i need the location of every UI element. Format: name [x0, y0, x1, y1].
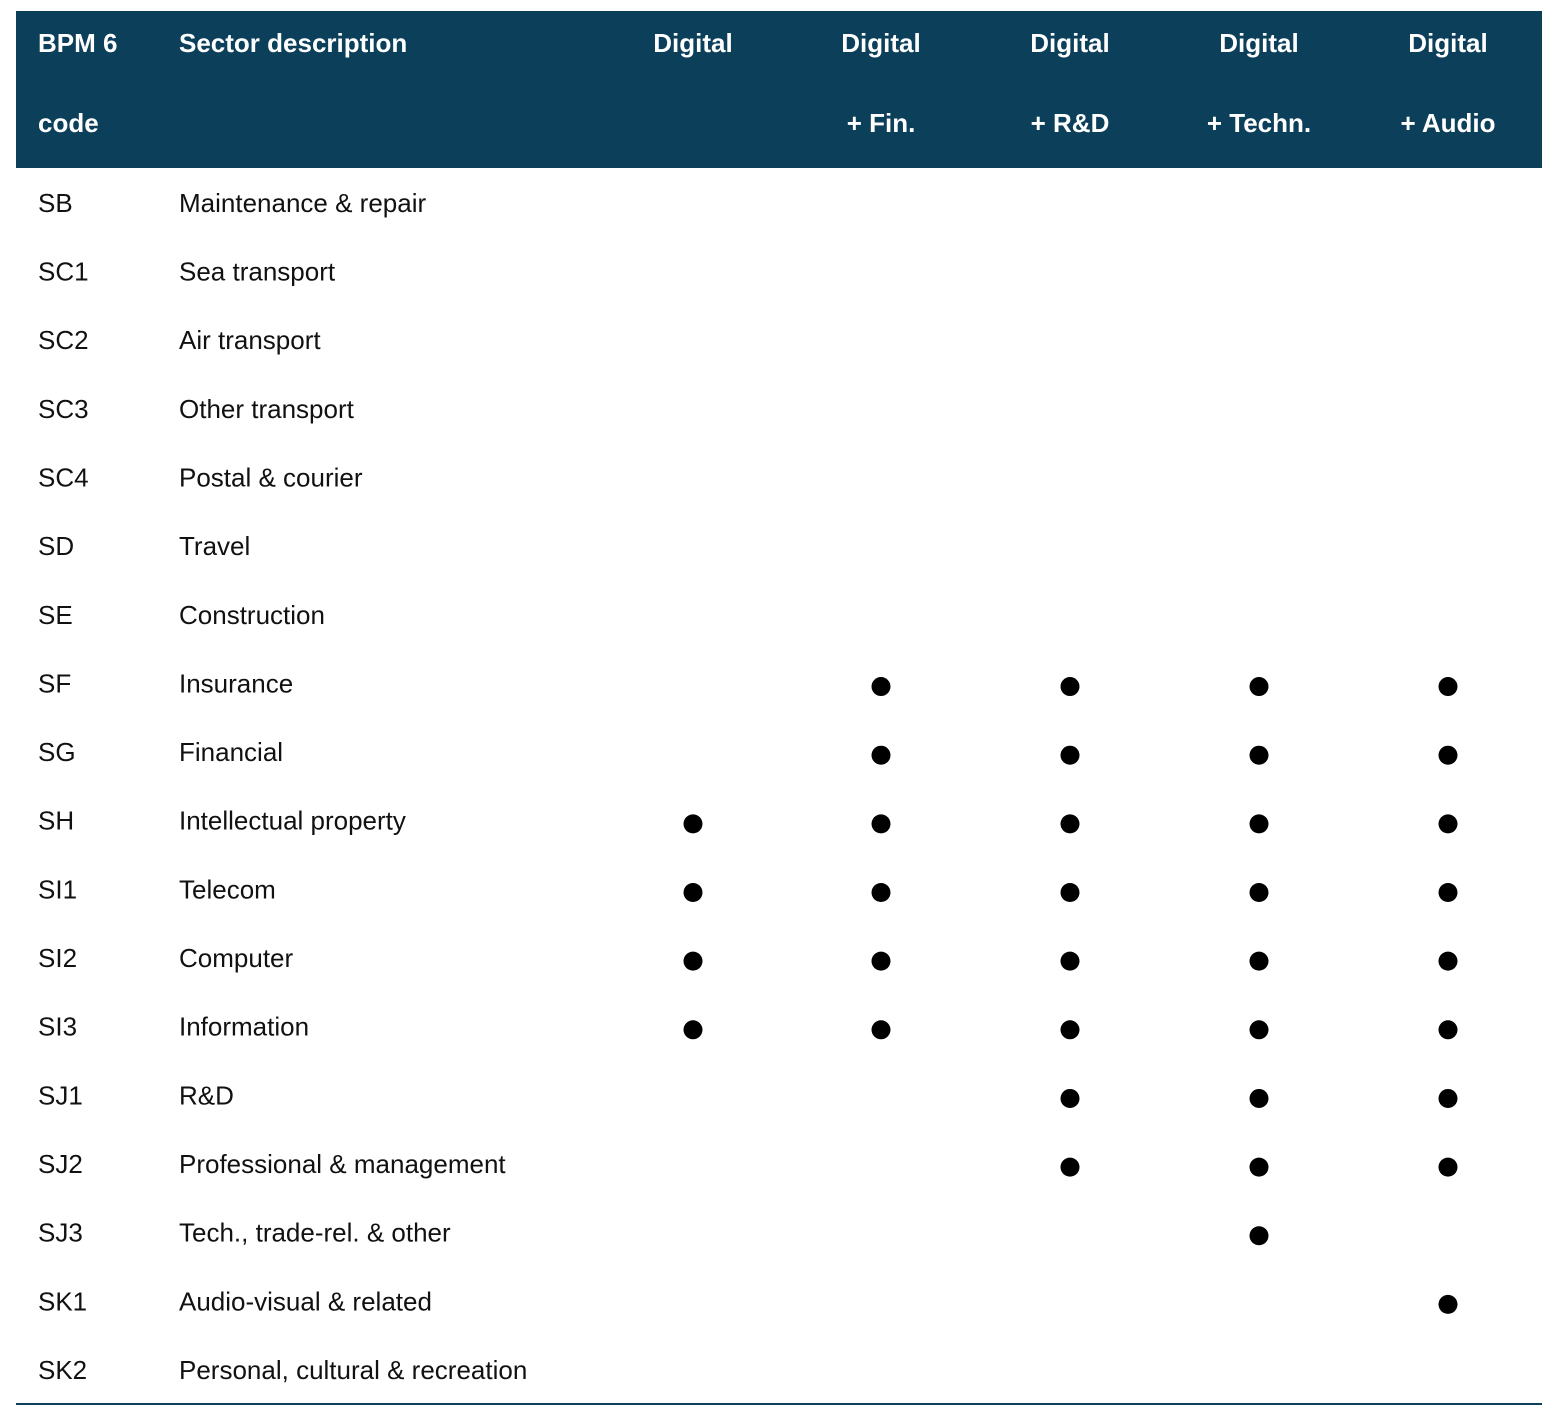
code-cell: SB: [38, 188, 73, 218]
included-dot: [871, 745, 891, 765]
included-dot: [683, 951, 703, 971]
included-dot: [1060, 1157, 1080, 1177]
included-dot: [871, 883, 891, 902]
included-dot: [871, 677, 891, 697]
code-cell: SI3: [38, 1012, 77, 1042]
included-dot: [1060, 814, 1080, 834]
code-cell: SJ3: [38, 1218, 83, 1248]
description-cell: Sea transport: [179, 257, 336, 287]
description-cell: Financial: [179, 737, 283, 767]
included-dot: [871, 951, 891, 971]
header-cell: + R&D: [1031, 108, 1110, 138]
included-dot: [1438, 814, 1458, 834]
description-cell: Construction: [179, 600, 325, 630]
included-dot: [1249, 677, 1269, 697]
code-cell: SC3: [38, 394, 89, 424]
code-cell: SC1: [38, 257, 89, 287]
code-cell: SI2: [38, 943, 77, 973]
header-cell: + Techn.: [1207, 108, 1311, 138]
included-dot: [1249, 951, 1269, 971]
header-cell: + Audio: [1400, 108, 1495, 138]
code-cell: SG: [38, 737, 76, 767]
description-cell: R&D: [179, 1080, 234, 1110]
included-dot: [871, 814, 891, 834]
included-dot: [1438, 745, 1458, 765]
description-cell: Maintenance & repair: [179, 188, 426, 218]
included-dot: [683, 814, 703, 834]
description-cell: Information: [179, 1012, 309, 1042]
header-cell: Digital: [1219, 28, 1298, 58]
code-cell: SC2: [38, 325, 89, 355]
code-cell: SE: [38, 600, 73, 630]
included-dot: [683, 883, 703, 902]
code-cell: SK1: [38, 1286, 87, 1316]
header-cell: Sector description: [179, 28, 407, 58]
code-cell: SK2: [38, 1355, 87, 1385]
included-dot: [1060, 1088, 1080, 1108]
header-cell: BPM 6: [38, 28, 117, 58]
included-dot: [1438, 951, 1458, 971]
included-dot: [1438, 883, 1458, 902]
included-dot: [1438, 677, 1458, 697]
code-cell: SH: [38, 806, 74, 836]
header-cell: Digital: [1408, 28, 1487, 58]
included-dot: [1249, 1088, 1269, 1108]
included-dot: [1438, 1294, 1458, 1314]
header-band: [16, 11, 1542, 168]
code-cell: SI1: [38, 874, 77, 904]
description-cell: Air transport: [179, 325, 321, 355]
description-cell: Tech., trade-rel. & other: [179, 1218, 451, 1248]
code-cell: SC4: [38, 462, 89, 492]
included-dot: [1249, 1226, 1269, 1246]
included-dot: [1249, 1020, 1269, 1040]
included-dot: [1060, 951, 1080, 971]
included-dot: [871, 1020, 891, 1040]
header-cell: + Fin.: [847, 108, 916, 138]
header-cell: Digital: [841, 28, 920, 58]
description-cell: Intellectual property: [179, 806, 406, 836]
included-dot: [1249, 745, 1269, 765]
included-dot: [683, 1020, 703, 1040]
description-cell: Postal & courier: [179, 462, 363, 492]
included-dot: [1060, 1020, 1080, 1040]
code-cell: SJ2: [38, 1149, 83, 1179]
included-dot: [1060, 677, 1080, 697]
description-cell: Audio-visual & related: [179, 1286, 432, 1316]
included-dot: [1438, 1020, 1458, 1040]
description-cell: Telecom: [179, 874, 276, 904]
included-dot: [1249, 1157, 1269, 1177]
description-cell: Computer: [179, 943, 293, 973]
header-cell: code: [38, 108, 99, 138]
included-dot: [1438, 1088, 1458, 1108]
header-cell: Digital: [1030, 28, 1109, 58]
description-cell: Other transport: [179, 394, 355, 424]
description-cell: Professional & management: [179, 1149, 506, 1179]
description-cell: Personal, cultural & recreation: [179, 1355, 527, 1385]
header-cell: Digital: [653, 28, 732, 58]
included-dot: [1060, 745, 1080, 765]
description-cell: Insurance: [179, 668, 293, 698]
included-dot: [1438, 1157, 1458, 1177]
included-dot: [1249, 814, 1269, 834]
code-cell: SJ1: [38, 1080, 83, 1110]
description-cell: Travel: [179, 531, 250, 561]
code-cell: SF: [38, 668, 71, 698]
code-cell: SD: [38, 531, 74, 561]
included-dot: [1060, 883, 1080, 902]
included-dot: [1249, 883, 1269, 902]
